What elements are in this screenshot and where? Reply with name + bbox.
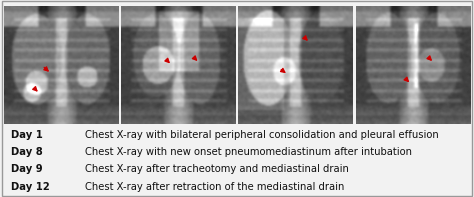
Text: Chest X-ray with bilateral peripheral consolidation and pleural effusion: Chest X-ray with bilateral peripheral co… [85, 130, 439, 140]
Text: Day 12: Day 12 [11, 182, 50, 191]
Text: Day 9: Day 9 [11, 164, 42, 174]
Text: Day 1: Day 1 [11, 130, 43, 140]
Text: Day 8: Day 8 [11, 147, 43, 157]
Text: Chest X-ray with new onset pneumomediastinum after intubation: Chest X-ray with new onset pneumomediast… [85, 147, 412, 157]
Text: Chest X-ray after tracheotomy and mediastinal drain: Chest X-ray after tracheotomy and medias… [85, 164, 349, 174]
Text: Chest X-ray after retraction of the mediastinal drain: Chest X-ray after retraction of the medi… [85, 182, 345, 191]
